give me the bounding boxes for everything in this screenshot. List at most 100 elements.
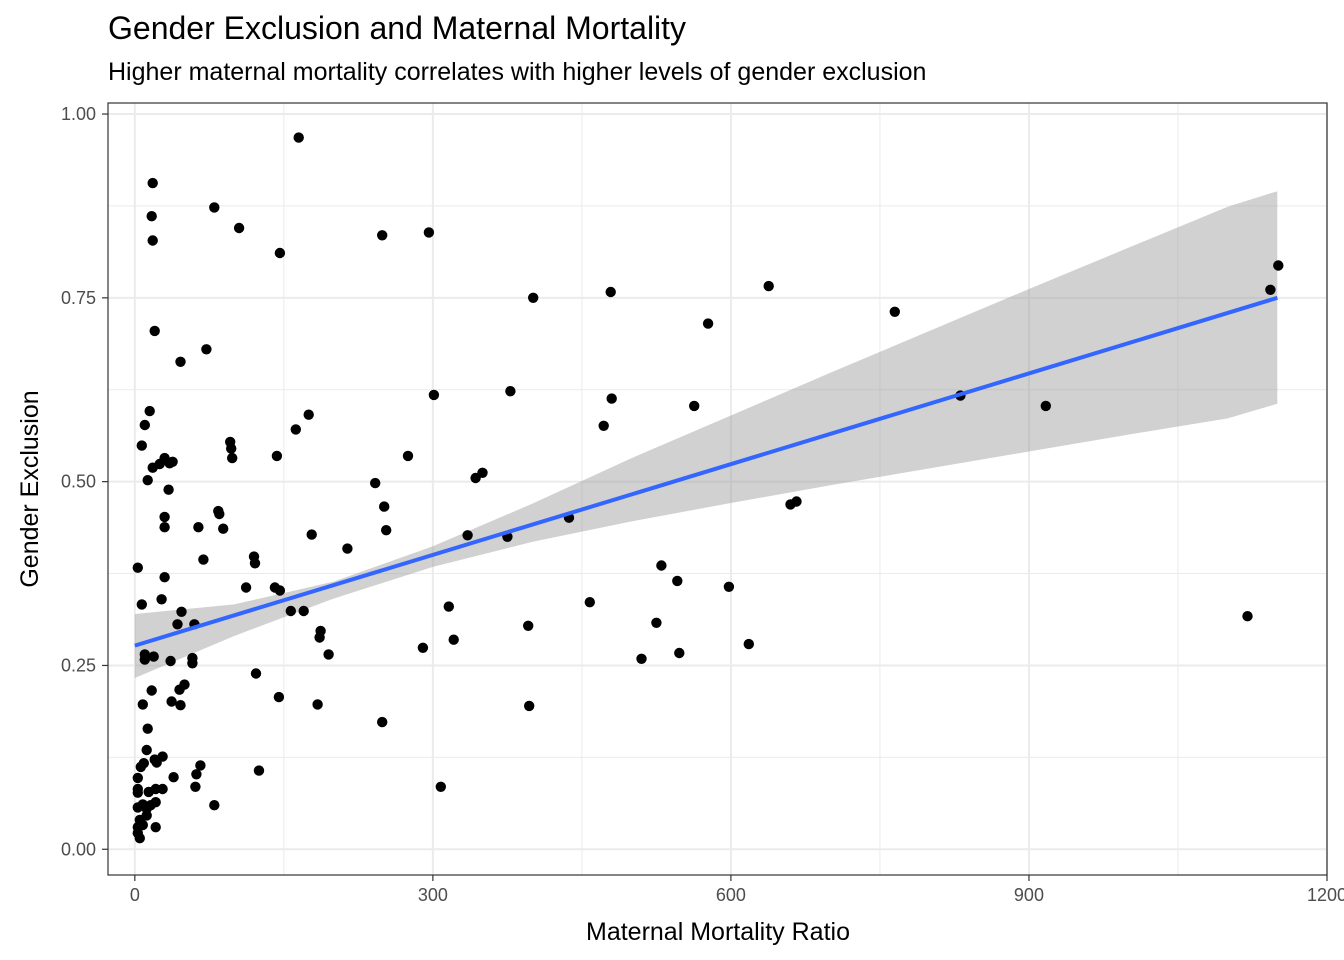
data-point (274, 247, 286, 259)
data-point (689, 400, 700, 412)
confidence-band-layer (134, 191, 1278, 678)
data-point (342, 543, 353, 554)
data-point (137, 819, 148, 831)
plot-panel-border (107, 102, 1328, 876)
data-point (249, 558, 261, 569)
data-point (656, 560, 667, 571)
data-point (226, 443, 237, 454)
data-point (598, 420, 609, 431)
x-tick-label: 0 (130, 885, 140, 905)
data-point (435, 781, 446, 792)
data-point (524, 700, 535, 712)
data-point (214, 508, 225, 520)
data-point (306, 529, 317, 540)
data-point (132, 787, 143, 798)
trend-line-layer (134, 295, 1278, 648)
data-point (166, 696, 177, 707)
data-point (723, 581, 735, 592)
data-point (889, 306, 900, 317)
data-point (606, 393, 617, 404)
y-axis-title: Gender Exclusion (16, 390, 44, 587)
data-point (195, 760, 206, 771)
data-point (146, 685, 157, 696)
data-point (132, 772, 143, 784)
x-tick-label: 300 (418, 885, 448, 905)
data-point (273, 691, 285, 703)
data-point (146, 211, 157, 222)
data-point (159, 522, 170, 533)
x-axis-title: Maternal Mortality Ratio (586, 918, 850, 946)
data-point (136, 440, 147, 451)
data-point (159, 572, 170, 583)
data-point (142, 723, 153, 734)
y-tick-label: 0.25 (61, 655, 96, 675)
trend-line (134, 295, 1278, 648)
data-point (323, 649, 334, 660)
x-tick-label: 900 (1014, 885, 1044, 905)
data-point (172, 619, 183, 630)
data-point (763, 280, 774, 292)
data-point (209, 202, 220, 213)
data-point (271, 450, 283, 462)
data-point (218, 523, 229, 534)
data-point (1273, 260, 1284, 271)
data-point (233, 222, 245, 234)
data-point (168, 772, 179, 783)
data-point (175, 356, 186, 367)
data-point (370, 477, 381, 489)
data-point (147, 177, 158, 189)
data-point (290, 424, 301, 435)
data-point (148, 651, 159, 662)
data-point (672, 575, 683, 587)
data-point (791, 496, 802, 507)
data-point (132, 562, 143, 573)
y-axis: 0.00 0.25 0.50 0.75 1.00 (61, 104, 108, 859)
data-point (1040, 400, 1052, 412)
data-point (377, 716, 388, 728)
data-point (448, 634, 459, 645)
data-point (139, 654, 150, 665)
data-point (147, 235, 158, 246)
data-point (165, 655, 176, 667)
data-point (293, 132, 304, 143)
plot-panel-background (108, 103, 1327, 875)
data-point (141, 810, 152, 821)
points-layer (132, 132, 1284, 844)
data-point (477, 467, 488, 478)
data-point (138, 758, 149, 769)
data-point (163, 484, 174, 495)
data-point (377, 230, 388, 241)
data-point (240, 582, 252, 593)
data-point (136, 599, 147, 610)
data-point (150, 797, 161, 808)
data-point (528, 292, 539, 303)
x-tick-label: 1200 (1307, 885, 1344, 905)
data-point (190, 781, 201, 792)
data-point (159, 511, 170, 523)
data-point (176, 606, 187, 617)
data-point (179, 679, 190, 690)
data-point (381, 525, 392, 536)
data-point (139, 419, 150, 431)
data-point (198, 554, 209, 565)
data-point (175, 700, 186, 711)
data-point (209, 800, 220, 811)
x-tick-label: 600 (716, 885, 746, 905)
data-point (1265, 284, 1276, 295)
data-point (274, 585, 286, 596)
data-point (443, 601, 454, 612)
data-point (417, 642, 429, 653)
data-point (156, 594, 167, 605)
chart-subtitle: Higher maternal mortality correlates wit… (108, 58, 927, 86)
data-point (227, 452, 238, 464)
data-point (201, 344, 212, 355)
data-point (141, 744, 152, 756)
y-tick-label: 1.00 (61, 104, 96, 124)
data-point (157, 751, 168, 762)
data-point (187, 652, 198, 664)
data-point (743, 638, 754, 650)
data-point (702, 318, 714, 329)
data-point (505, 386, 516, 397)
y-tick-label: 0.50 (61, 472, 96, 492)
